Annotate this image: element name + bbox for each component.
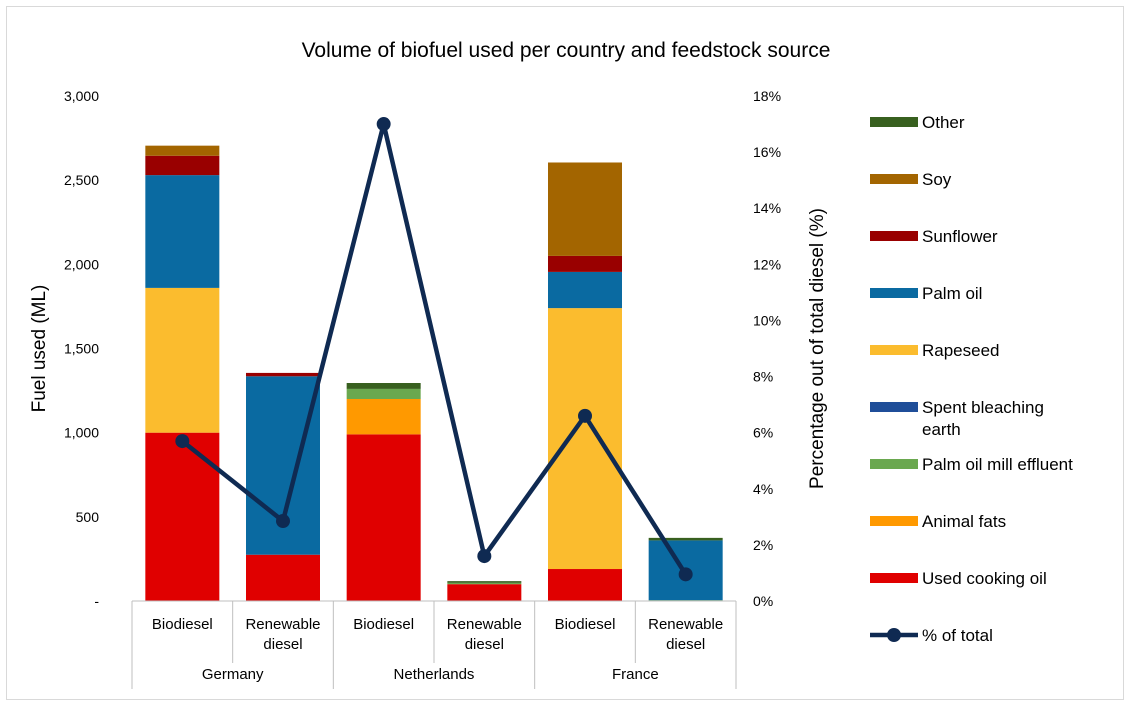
y2-tick-label: 10% bbox=[753, 312, 781, 328]
line-point bbox=[376, 117, 391, 132]
x-tick-label: Biodiesel bbox=[555, 616, 616, 633]
legend-label: Soy bbox=[922, 170, 952, 189]
bar-segment-palm-oil-mill-effluent bbox=[447, 582, 522, 585]
legend-swatch bbox=[870, 174, 918, 184]
line-point bbox=[678, 567, 693, 582]
legend-label: Used cooking oil bbox=[922, 569, 1047, 588]
bar-segment-soy bbox=[548, 162, 622, 256]
x-tick-label: Biodiesel bbox=[152, 616, 213, 633]
y2-tick-label: 16% bbox=[753, 144, 781, 160]
x-tick-label: Biodiesel bbox=[353, 616, 414, 633]
bar-segment-used-cooking-oil bbox=[246, 554, 320, 601]
bar-segment-used-cooking-oil bbox=[346, 434, 421, 601]
bar-segment-used-cooking-oil bbox=[548, 569, 622, 601]
bar-segment-palm-oil bbox=[548, 271, 622, 309]
line-point bbox=[477, 549, 492, 564]
legend-swatch-marker bbox=[887, 628, 901, 642]
y2-tick-label: 0% bbox=[753, 593, 773, 609]
line-point bbox=[276, 514, 290, 529]
legend-label: Animal fats bbox=[922, 512, 1006, 531]
y2-tick-label: 8% bbox=[753, 369, 773, 385]
y2-tick-label: 4% bbox=[753, 481, 773, 497]
bar-segment-rapeseed bbox=[548, 308, 622, 570]
legend-swatch bbox=[870, 117, 918, 127]
legend-label: Sunflower bbox=[922, 227, 998, 246]
y2-tick-label: 14% bbox=[753, 200, 781, 216]
y2-axis-title: Percentage out of total diesel (%) bbox=[807, 208, 828, 489]
bar-segment-rapeseed bbox=[145, 287, 220, 433]
x-tick-label: diesel bbox=[666, 636, 705, 653]
y2-tick-label: 12% bbox=[753, 256, 781, 272]
legend-swatch bbox=[870, 288, 918, 298]
x-group-label: Germany bbox=[202, 666, 264, 683]
y-tick-label: 3,000 bbox=[64, 88, 99, 104]
bar-segment-other bbox=[447, 581, 522, 583]
legend-swatch bbox=[870, 402, 918, 412]
line-series-pct-total bbox=[180, 123, 688, 576]
y2-tick-label: 2% bbox=[753, 537, 773, 553]
legend-label: Spent bleaching bbox=[922, 398, 1044, 417]
chart-title: Volume of biofuel used per country and f… bbox=[302, 39, 831, 62]
y-tick-label: - bbox=[94, 593, 99, 609]
legend-label: earth bbox=[922, 420, 961, 439]
y-axis-title: Fuel used (ML) bbox=[29, 285, 50, 413]
legend-label: Other bbox=[922, 113, 965, 132]
bar-segment-sunflower bbox=[246, 372, 320, 377]
legend-swatch bbox=[870, 231, 918, 241]
bar-segment-other bbox=[648, 537, 723, 541]
y-tick-label: 500 bbox=[76, 509, 100, 525]
x-group-label: Netherlands bbox=[394, 666, 475, 683]
legend-swatch bbox=[870, 516, 918, 526]
bar-segment-sunflower bbox=[145, 155, 220, 176]
bar-segment-other bbox=[346, 383, 421, 389]
y-tick-label: 1,000 bbox=[64, 425, 99, 441]
bar-segment-used-cooking-oil bbox=[145, 432, 220, 601]
bar-segment-palm-oil-mill-effluent bbox=[346, 388, 421, 399]
chart-frame: Volume of biofuel used per country and f… bbox=[6, 6, 1124, 700]
x-tick-label: Renewable bbox=[648, 616, 723, 633]
chart: Volume of biofuel used per country and f… bbox=[29, 39, 1073, 689]
x-tick-label: Renewable bbox=[447, 616, 522, 633]
bar-segment-soy bbox=[145, 145, 220, 156]
bar-segment-animal-fats bbox=[346, 399, 421, 435]
legend-swatch bbox=[870, 345, 918, 355]
bar-segment-sunflower bbox=[548, 255, 622, 272]
line-point bbox=[175, 434, 190, 449]
x-group-label: France bbox=[612, 666, 659, 683]
bar-segment-palm-oil bbox=[145, 175, 220, 288]
y2-tick-label: 6% bbox=[753, 425, 773, 441]
line-point bbox=[578, 408, 592, 423]
y2-tick-label: 18% bbox=[753, 88, 781, 104]
legend-label: Palm oil bbox=[922, 284, 982, 303]
y-tick-label: 2,500 bbox=[64, 172, 99, 188]
legend-label: % of total bbox=[922, 626, 993, 645]
x-tick-label: diesel bbox=[263, 636, 302, 653]
bar-segment-used-cooking-oil bbox=[447, 584, 522, 601]
legend-label: Rapeseed bbox=[922, 341, 1000, 360]
legend-label: Palm oil mill effluent bbox=[922, 455, 1073, 474]
y-tick-label: 1,500 bbox=[64, 341, 99, 357]
x-tick-label: diesel bbox=[465, 636, 504, 653]
legend-swatch bbox=[870, 459, 918, 469]
legend-swatch bbox=[870, 573, 918, 583]
y-tick-label: 2,000 bbox=[64, 256, 99, 272]
x-tick-label: Renewable bbox=[245, 616, 320, 633]
